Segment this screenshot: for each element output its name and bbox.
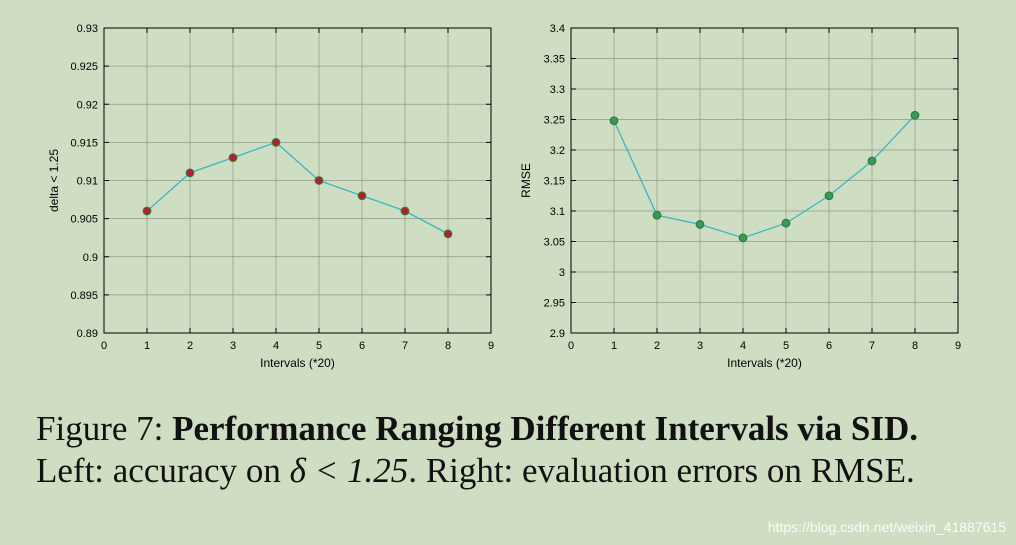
chart-left-data-point	[228, 153, 238, 163]
chart-left-y-axis-label: delta < 1.25	[47, 149, 61, 212]
chart-left-y-tick-label: 0.89	[77, 328, 98, 340]
chart-right-data-point	[910, 110, 920, 120]
chart-right-y-tick-label: 3.2	[550, 145, 565, 157]
chart-right-data-point	[652, 210, 662, 220]
caption-text-before: Left: accuracy on	[36, 451, 290, 490]
chart-right-x-tick-label: 8	[912, 340, 918, 352]
right-chart-svg: 0 1 2 3 4 5 6 7 8 9 2.9 2.95 3 3.05 3.1 3.15 3.2 3.25 3.3 3…	[519, 23, 961, 370]
chart-right-data-point	[738, 233, 748, 243]
chart-right-y-tick-label: 3.25	[544, 115, 565, 127]
chart-left-x-tick-label: 1	[144, 340, 150, 352]
chart-left-y-tick-label: 0.91	[77, 176, 98, 188]
chart-right-y-tick-label: 3.1	[550, 206, 565, 218]
chart-left-y-tick-label: 0.9	[83, 252, 98, 264]
chart-left-x-tick-label: 5	[316, 340, 322, 352]
caption-line-2: Left: accuracy on δ < 1.25. Right: evalu…	[36, 450, 996, 492]
chart-left-data-point	[400, 206, 410, 216]
chart-right-x-tick-label: 7	[869, 340, 875, 352]
chart-right-y-tick-label: 3.3	[550, 84, 565, 96]
chart-left-data-point	[142, 206, 152, 216]
chart-right-x-tick-label: 2	[654, 340, 660, 352]
chart-right-y-tick-label: 3.15	[544, 176, 565, 188]
left-chart-svg: 0 1 2 3 4 5 6 7 8 9 0.89 0.895 0.9 0.905 0.91 0.915 0.92…	[47, 23, 494, 370]
chart-left-y-tick-label: 0.915	[70, 137, 98, 149]
chart-left-data-point	[314, 176, 324, 185]
chart-left-x-tick-label: 2	[187, 340, 193, 352]
chart-left-y-tick-label: 0.895	[70, 290, 98, 302]
chart-left-x-tick-label: 3	[230, 340, 236, 352]
chart-right-y-tick-label: 2.95	[544, 298, 565, 310]
chart-right-data-point	[824, 191, 834, 201]
chart-right-y-tick-label: 3.35	[544, 54, 565, 66]
figure-caption: Figure 7: Performance Ranging Different …	[36, 408, 996, 492]
chart-left-data-point	[271, 137, 281, 147]
chart-right-y-tick-label: 3.4	[550, 23, 565, 35]
chart-right-x-tick-label: 6	[826, 340, 832, 352]
chart-left-y-tick-label: 0.905	[70, 214, 98, 226]
chart-right-y-tick-label: 3.05	[544, 237, 565, 249]
chart-right-data-point	[781, 218, 791, 228]
chart-left-data-point	[443, 229, 453, 239]
chart-right-x-tick-label: 4	[740, 340, 746, 352]
chart-left-x-tick-label: 0	[101, 340, 107, 352]
chart-right-x-tick-label: 1	[611, 340, 617, 352]
chart-right-y-tick-label: 2.9	[550, 328, 565, 340]
left-chart: 0 1 2 3 4 5 6 7 8 9 0.89 0.895 0.9 0.905 0.91 0.915 0.92…	[0, 0, 508, 385]
chart-right-data-point	[609, 116, 619, 126]
caption-prefix: Figure 7:	[36, 409, 164, 448]
chart-right-x-tick-label: 3	[697, 340, 703, 352]
chart-left-x-axis-label: Intervals (*20)	[260, 356, 335, 370]
chart-left-data-point	[357, 191, 367, 201]
chart-left-x-tick-label: 4	[273, 340, 279, 352]
caption-math: δ < 1.25	[289, 451, 409, 490]
chart-right-y-tick-label: 3	[559, 267, 565, 279]
chart-left-series-line	[146, 141, 449, 235]
watermark: https://blog.csdn.net/weixin_41887615	[767, 519, 1006, 535]
chart-left-y-tick-label: 0.92	[77, 99, 98, 111]
caption-text-after: . Right: evaluation errors on RMSE.	[408, 451, 915, 490]
chart-right-series-line	[613, 114, 916, 239]
chart-left-y-tick-label: 0.925	[70, 61, 98, 73]
chart-right-data-point	[695, 220, 705, 229]
chart-left-x-tick-label: 7	[402, 340, 408, 352]
chart-right-x-axis-label: Intervals (*20)	[727, 356, 802, 370]
chart-left-data-point	[185, 168, 195, 178]
caption-line-1: Figure 7: Performance Ranging Different …	[36, 408, 996, 450]
chart-right-x-tick-label: 9	[955, 340, 961, 352]
chart-left-x-tick-label: 8	[445, 340, 451, 352]
chart-right-y-axis-label: RMSE	[519, 163, 533, 198]
caption-title: Performance Ranging Different Intervals …	[172, 409, 919, 448]
chart-left-x-tick-label: 9	[488, 340, 494, 352]
chart-right-x-tick-label: 0	[568, 340, 574, 352]
chart-right-data-point	[867, 156, 877, 166]
chart-left-y-tick-label: 0.93	[77, 23, 98, 35]
right-chart: 0 1 2 3 4 5 6 7 8 9 2.9 2.95 3 3.05 3.1 3.15 3.2 3.25 3.3 3…	[508, 0, 1016, 385]
chart-right-x-tick-label: 5	[783, 340, 789, 352]
chart-left-x-tick-label: 6	[359, 340, 365, 352]
